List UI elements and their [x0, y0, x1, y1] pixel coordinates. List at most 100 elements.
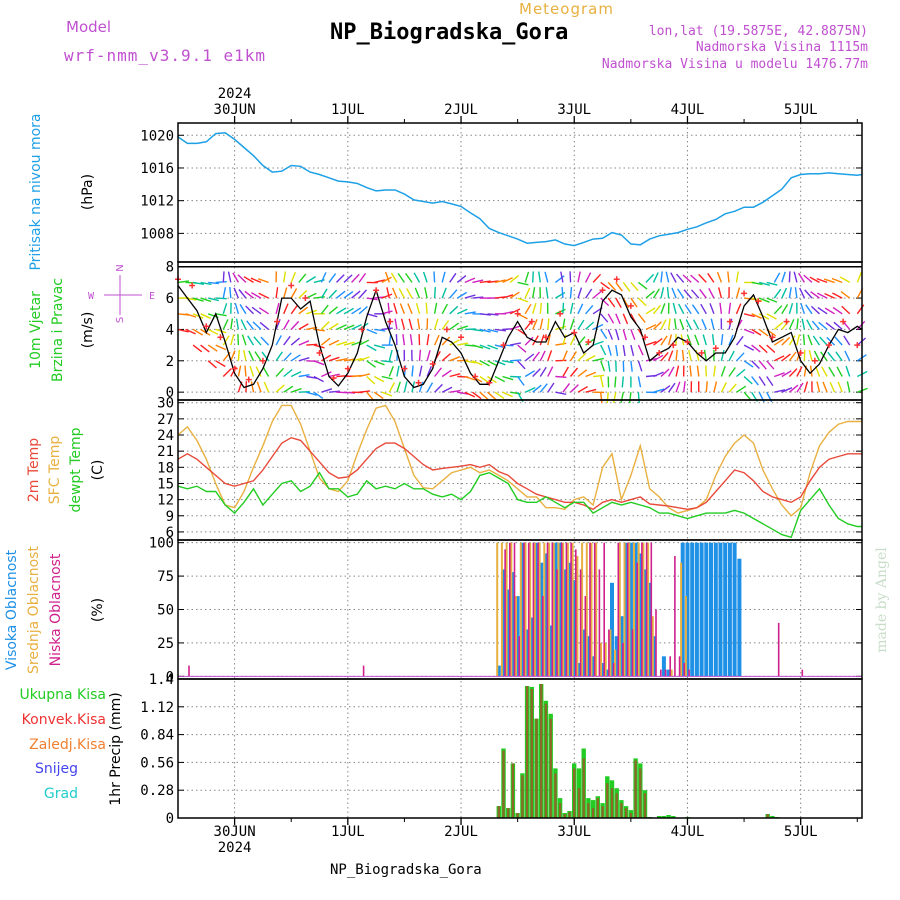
- wind-arrow: [630, 360, 633, 372]
- wind-arrow: [233, 287, 240, 299]
- wind-arrow: [645, 324, 657, 331]
- wind-arrow: [607, 313, 615, 324]
- wind-arrow: [585, 288, 593, 299]
- wind-arrow: [728, 334, 734, 346]
- wind-arrow: [306, 391, 318, 396]
- wind-arrow: [396, 381, 401, 393]
- wind-arrow: [222, 271, 225, 283]
- wind-arrow: [192, 328, 203, 336]
- wind-arrow: [487, 280, 499, 284]
- cloud-high-bar: [652, 636, 657, 677]
- cloud-high-bar: [581, 629, 586, 677]
- wind-arrow: [248, 350, 255, 362]
- precip-legend-item: Konvek.Kisa: [22, 712, 106, 728]
- cloud-low-bar: [527, 542, 530, 677]
- wind-arrow: [816, 381, 821, 393]
- elevation-label: Nadmorska Visina 1115m: [695, 40, 868, 55]
- cloud-low-bar: [626, 542, 629, 677]
- cloud-high-bar: [562, 569, 567, 677]
- wind-arrow: [502, 360, 514, 364]
- wind-arrow: [328, 390, 340, 393]
- wind-arrow: [569, 351, 577, 362]
- temperature-ytick-label: 9: [166, 509, 174, 525]
- cloud-high-bar: [510, 572, 515, 677]
- wind-arrow: [735, 287, 741, 299]
- cloud-high-bar: [643, 569, 647, 677]
- wind-arrow: [845, 365, 851, 377]
- wind-arrow: [243, 276, 254, 284]
- precip-total-bar: [671, 816, 676, 818]
- cloud-mid-bar: [524, 542, 527, 677]
- wind-arrow: [810, 305, 820, 315]
- wind-arrow: [298, 391, 310, 393]
- clouds-ytick-label: 100: [149, 536, 174, 552]
- cloud-mid-bar: [552, 542, 555, 677]
- wind-arrow: [585, 354, 596, 362]
- wind-arrow: [283, 319, 290, 330]
- wind-arrow: [809, 276, 820, 284]
- wind-arrow: [751, 376, 759, 386]
- wind-arrow: [524, 287, 531, 299]
- wind-arrow: [263, 381, 270, 393]
- wind-arrow: [569, 287, 573, 299]
- wind-arrow: [313, 344, 325, 349]
- wind-arrow: [743, 328, 755, 335]
- cloud-high-bar: [619, 616, 624, 677]
- wind-arrow: [827, 351, 836, 362]
- wind-ylabel-2: Brzina i Pravac: [50, 278, 66, 382]
- wind-arrow: [336, 274, 345, 283]
- wind-arrow: [766, 360, 775, 370]
- wind-arrow: [856, 271, 863, 283]
- wind-arrow: [773, 321, 784, 330]
- temp-unit: (C): [90, 460, 106, 481]
- wind-ytick-label: 0: [166, 385, 174, 401]
- cloud-low-label: Niska Oblacnost: [48, 553, 64, 666]
- wind-arrow: [728, 302, 732, 314]
- wind-arrow: [743, 375, 753, 385]
- precip-conv-bar: [601, 806, 604, 818]
- wind-arrow: [671, 287, 677, 299]
- wind-arrow: [479, 375, 490, 384]
- wind-arrow: [449, 272, 457, 283]
- wind-arrow: [358, 305, 368, 315]
- wind-arrow: [562, 318, 566, 330]
- wind-arrow: [238, 289, 247, 299]
- wind-arrow: [283, 287, 288, 299]
- wind-arrow: [251, 306, 262, 315]
- wind-arrow: [433, 287, 436, 299]
- wind-arrow: [843, 335, 851, 346]
- cloud-mid-bar: [519, 542, 522, 677]
- wind-ytick-label: 4: [166, 322, 174, 338]
- clouds-ytick-label: 75: [157, 569, 174, 585]
- wind-arrow: [743, 391, 752, 401]
- wind-arrow: [230, 350, 236, 362]
- wind-arrow: [320, 272, 327, 283]
- wind-arrow: [758, 297, 770, 303]
- wind-arrow: [668, 382, 676, 393]
- wind-arrow: [822, 381, 828, 393]
- wind-arrow: [683, 381, 686, 393]
- wind-arrow: [388, 365, 394, 377]
- dewpt-line: [177, 471, 862, 539]
- wind-arrow: [456, 275, 467, 283]
- cloud-mid-bar: [505, 542, 508, 677]
- wind-arrow: [215, 344, 227, 351]
- wind-arrow: [328, 306, 338, 315]
- cloud-high-bar: [548, 625, 553, 677]
- wind-arrow: [502, 311, 514, 315]
- cloud-low-bar: [664, 669, 667, 677]
- cloud-low-bar: [801, 669, 804, 677]
- precip-legend-item: Zaledj.Kisa: [29, 737, 106, 753]
- precip-conv-bar: [577, 788, 581, 818]
- wind-arrow: [472, 328, 484, 332]
- temperature-ytick-label: 30: [157, 396, 174, 412]
- wind-arrow: [781, 304, 789, 315]
- cloud-high-bar: [501, 569, 506, 677]
- wind-arrow: [517, 297, 529, 303]
- cloud-low-bar: [636, 562, 638, 677]
- day-label-bottom: 1JUL: [331, 824, 365, 840]
- wind-arrow: [816, 277, 828, 284]
- wind-arrow: [343, 324, 355, 331]
- wind-arrow: [554, 275, 565, 283]
